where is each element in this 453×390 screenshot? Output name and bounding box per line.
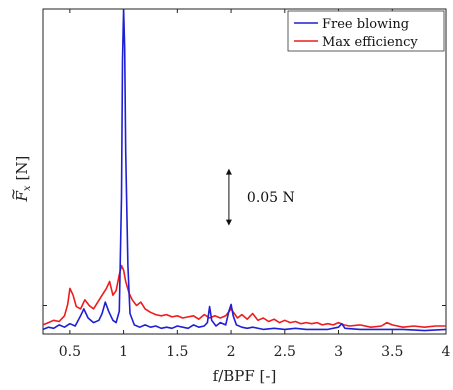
x-tick-label-4: 2.5 xyxy=(274,344,296,360)
x-axis-label: f/BPF [-] xyxy=(213,367,277,385)
legend-label-max-efficiency: Max efficiency xyxy=(322,35,418,50)
x-tick-label-7: 4 xyxy=(442,344,451,360)
tick-labels: 0.5 1 1.5 2 2.5 3 3.5 4 xyxy=(59,344,451,360)
y-axis-label: Fx [N] ~ xyxy=(4,156,33,203)
annotation-label: 0.05 N xyxy=(247,190,295,206)
x-tick-label-3: 2 xyxy=(227,344,236,360)
legend-label-free-blowing: Free blowing xyxy=(322,17,409,32)
x-tick-label-6: 3.5 xyxy=(381,344,403,360)
annotation-arrowhead-down xyxy=(225,219,232,226)
legend-box xyxy=(287,10,445,52)
y-axis-label-symbol: F xyxy=(13,191,31,203)
x-tick-label-5: 3 xyxy=(334,344,343,360)
x-tick-label-0: 0.5 xyxy=(59,344,81,360)
y-axis-label-tilde: ~ xyxy=(4,188,22,201)
plot-frame xyxy=(42,8,447,335)
y-axis-label-text: Fx [N] xyxy=(13,156,33,203)
y-axis-label-subscript: x xyxy=(22,185,33,191)
x-tick-label-2: 1.5 xyxy=(166,344,188,360)
series-layer xyxy=(43,9,446,332)
series-line-free-blowing xyxy=(43,9,446,332)
tick-marks xyxy=(43,9,447,334)
series-line-max-efficiency xyxy=(43,264,446,328)
x-tick-label-1: 1 xyxy=(119,344,128,360)
annotation: 0.05 N xyxy=(225,168,295,226)
y-axis-label-unit: [N] xyxy=(13,156,31,181)
annotation-arrowhead-up xyxy=(225,168,232,175)
legend: Free blowing Max efficiency xyxy=(287,10,445,52)
